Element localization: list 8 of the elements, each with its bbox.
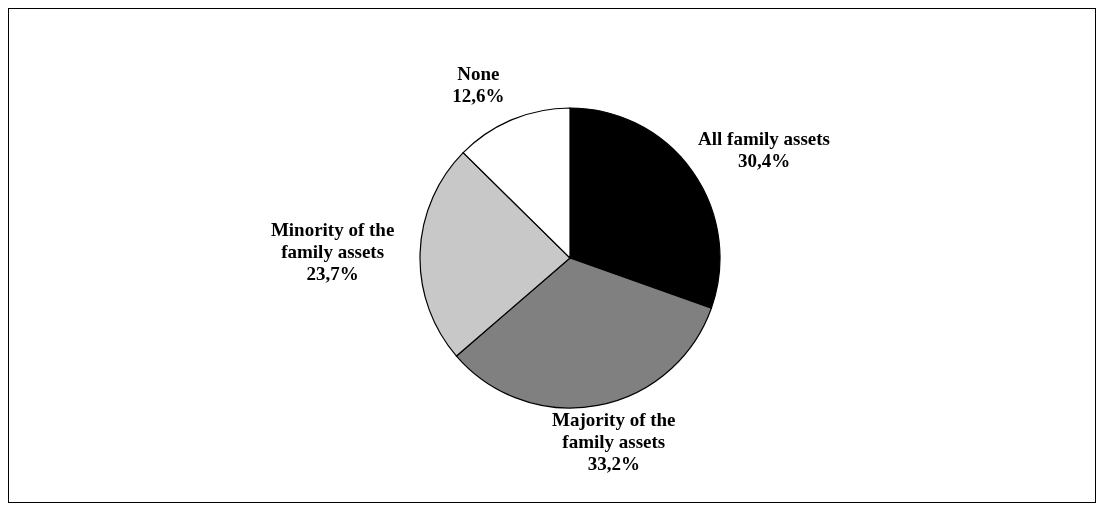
slice-label: Majority of the family assets bbox=[552, 409, 676, 453]
data-label: 30,4% bbox=[737, 149, 791, 171]
data-label: 12,6% bbox=[452, 85, 505, 107]
data-label: 23,7% bbox=[306, 262, 359, 284]
slice-label: All family assets bbox=[698, 127, 830, 149]
slice-label: None bbox=[457, 63, 500, 85]
data-label: 33,2% bbox=[587, 453, 640, 475]
slice-label: Minority of the family assets bbox=[270, 218, 395, 262]
